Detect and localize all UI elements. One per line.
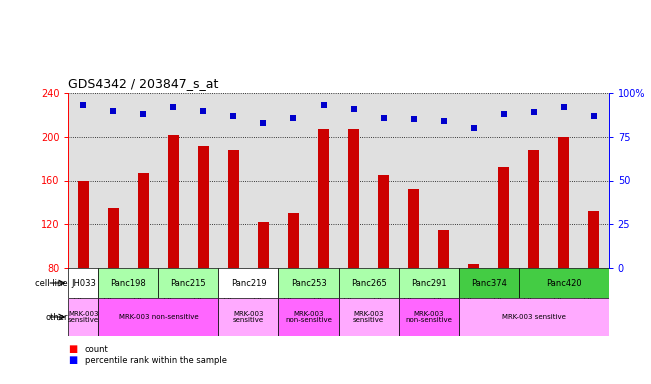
Point	[198, 108, 208, 114]
Bar	[398, 298, 458, 336]
Bar	[219, 298, 279, 336]
Text: MRK-003
sensitive: MRK-003 sensitive	[353, 311, 384, 323]
Point	[529, 109, 539, 115]
Text: ■: ■	[68, 355, 77, 365]
Bar	[229, 150, 239, 268]
Bar	[168, 134, 178, 268]
Bar	[98, 268, 158, 298]
Point	[318, 102, 329, 108]
Bar	[559, 137, 569, 268]
Point	[408, 116, 419, 122]
Bar	[318, 129, 329, 268]
Bar	[499, 167, 509, 268]
Bar	[198, 146, 209, 268]
Text: MRK-003 sensitive: MRK-003 sensitive	[502, 314, 566, 320]
Bar	[158, 268, 219, 298]
Point	[229, 113, 239, 119]
Text: percentile rank within the sample: percentile rank within the sample	[85, 356, 227, 365]
Point	[258, 120, 269, 126]
Text: Panc265: Panc265	[351, 278, 387, 288]
Bar	[288, 214, 299, 268]
Bar	[398, 268, 458, 298]
Text: MRK-003
non-sensitive: MRK-003 non-sensitive	[285, 311, 332, 323]
Text: other: other	[46, 313, 68, 321]
Bar	[258, 222, 269, 268]
Text: GDS4342 / 203847_s_at: GDS4342 / 203847_s_at	[68, 78, 219, 91]
Bar	[339, 298, 398, 336]
Text: MRK-003
non-sensitive: MRK-003 non-sensitive	[405, 311, 452, 323]
Point	[499, 111, 509, 117]
Text: Panc198: Panc198	[111, 278, 146, 288]
Text: MRK-003
sensitive: MRK-003 sensitive	[233, 311, 264, 323]
Bar	[408, 189, 419, 268]
Bar	[378, 175, 389, 268]
Bar	[348, 129, 359, 268]
Bar	[589, 211, 599, 268]
Bar	[78, 180, 89, 268]
Bar	[279, 298, 339, 336]
Point	[288, 114, 299, 121]
Text: Panc291: Panc291	[411, 278, 447, 288]
Bar	[468, 264, 479, 268]
Text: JH033: JH033	[71, 278, 96, 288]
Point	[168, 104, 178, 110]
Bar	[458, 268, 519, 298]
Point	[78, 102, 89, 108]
Text: cell line: cell line	[35, 278, 68, 288]
Point	[469, 125, 479, 131]
Point	[378, 114, 389, 121]
Bar	[279, 268, 339, 298]
Bar	[458, 298, 609, 336]
Text: Panc374: Panc374	[471, 278, 506, 288]
Point	[589, 113, 599, 119]
Text: MRK-003
sensitive: MRK-003 sensitive	[68, 311, 99, 323]
Point	[438, 118, 449, 124]
Bar	[68, 268, 98, 298]
Bar	[138, 173, 148, 268]
Text: Panc219: Panc219	[230, 278, 266, 288]
Bar	[108, 208, 118, 268]
Text: Panc253: Panc253	[290, 278, 326, 288]
Bar	[219, 268, 279, 298]
Text: Panc215: Panc215	[171, 278, 206, 288]
Point	[348, 106, 359, 112]
Text: ■: ■	[68, 344, 77, 354]
Text: Panc420: Panc420	[546, 278, 581, 288]
Text: MRK-003 non-sensitive: MRK-003 non-sensitive	[118, 314, 198, 320]
Point	[138, 111, 148, 117]
Bar	[339, 268, 398, 298]
Point	[559, 104, 569, 110]
Bar	[519, 268, 609, 298]
Text: count: count	[85, 344, 108, 354]
Point	[108, 108, 118, 114]
Bar	[68, 298, 98, 336]
Bar	[98, 298, 219, 336]
Bar	[438, 230, 449, 268]
Bar	[529, 150, 539, 268]
